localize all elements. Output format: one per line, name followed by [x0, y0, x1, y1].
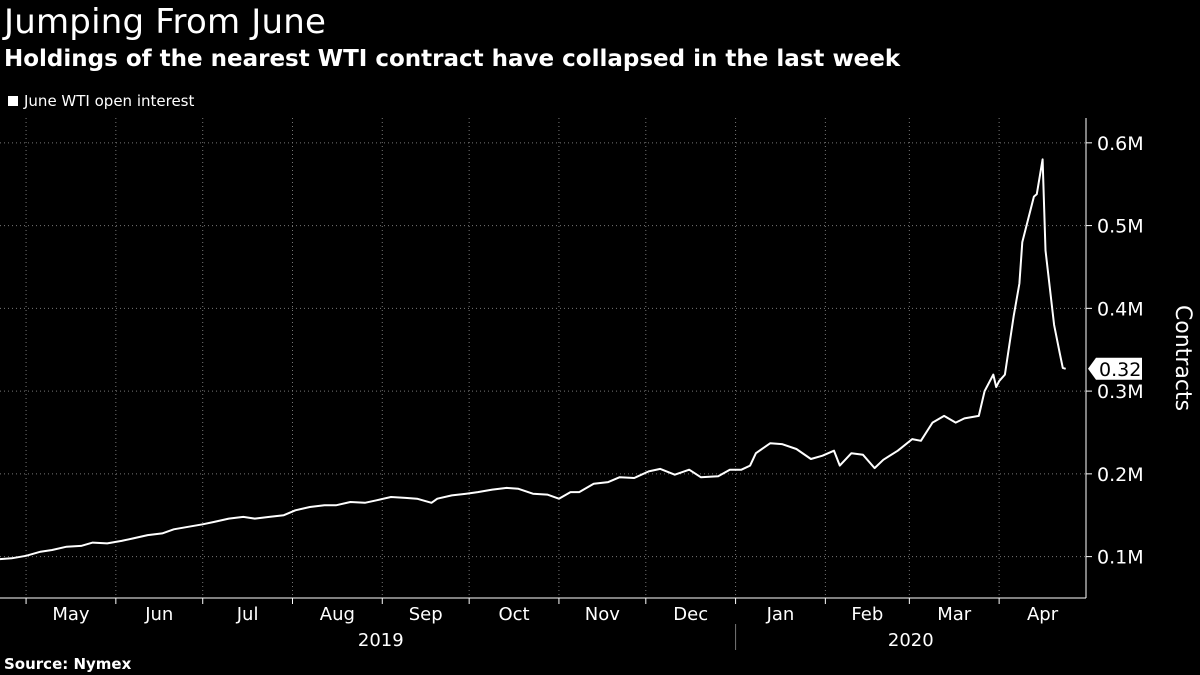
year-label: 2019 — [358, 630, 404, 651]
y-tick-label: 0.5M — [1097, 216, 1144, 238]
y-tick-label: 0.6M — [1097, 133, 1144, 155]
x-tick-label: Jul — [236, 604, 259, 625]
x-tick-label: Aug — [320, 604, 355, 625]
y-axis-title: Contracts — [1170, 305, 1195, 411]
x-tick-label: Dec — [673, 604, 708, 625]
x-tick-label: Nov — [585, 604, 620, 625]
year-label: 2020 — [888, 630, 934, 651]
last-value-label: 0.327M — [1099, 359, 1170, 381]
y-tick-label: 0.1M — [1097, 547, 1144, 569]
legend-swatch — [8, 96, 18, 106]
legend: June WTI open interest — [8, 92, 194, 110]
chart-title: Jumping From June — [4, 2, 327, 42]
x-tick-label: Jan — [766, 604, 795, 625]
chart-subtitle: Holdings of the nearest WTI contract hav… — [4, 46, 901, 72]
x-tick-label: May — [52, 604, 90, 625]
source-note: Source: Nymex — [4, 655, 132, 673]
x-tick-label: Jun — [144, 604, 173, 625]
y-tick-label: 0.3M — [1097, 381, 1144, 403]
x-tick-label: Oct — [498, 604, 529, 625]
y-tick-label: 0.2M — [1097, 464, 1144, 486]
x-tick-label: Sep — [409, 604, 443, 625]
x-tick-label: Apr — [1027, 604, 1059, 625]
y-tick-label: 0.4M — [1097, 298, 1144, 320]
x-tick-label: Feb — [851, 604, 883, 625]
x-tick-label: Mar — [937, 604, 972, 625]
legend-label: June WTI open interest — [24, 92, 195, 110]
last-value-callout — [1088, 357, 1142, 380]
series-line — [0, 158, 1066, 561]
